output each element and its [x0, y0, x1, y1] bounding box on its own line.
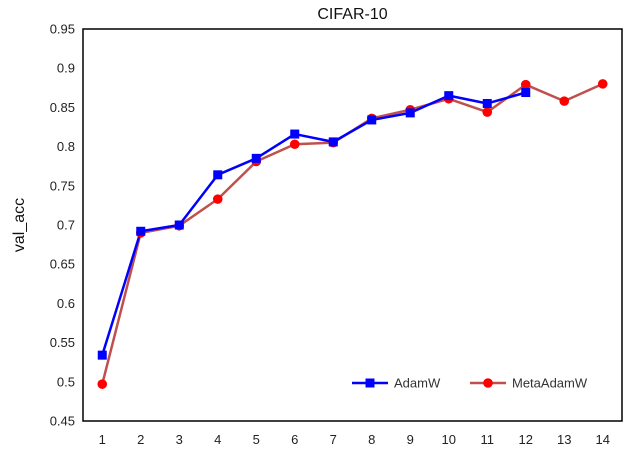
y-tick-label: 0.55 — [50, 335, 75, 350]
y-tick-label: 0.7 — [57, 218, 75, 233]
chart-title: CIFAR-10 — [317, 6, 387, 23]
data-point-adamw — [213, 170, 223, 180]
data-point-adamw — [174, 220, 184, 230]
legend-marker-adamw — [365, 378, 375, 388]
series-line-metaadamw — [101, 82, 604, 385]
x-tick-label: 3 — [176, 432, 183, 447]
y-tick-label: 0.9 — [57, 61, 75, 76]
y-tick-label: 0.6 — [57, 296, 75, 311]
data-point-adamw — [521, 88, 531, 98]
data-point-metaadamw — [212, 194, 223, 204]
data-point-metaadamw — [482, 107, 493, 117]
data-point-adamw — [444, 91, 454, 101]
data-point-adamw — [328, 137, 338, 147]
legend-label-adamw: AdamW — [394, 376, 441, 391]
data-point-metaadamw — [289, 139, 300, 150]
data-point-adamw — [482, 98, 492, 108]
data-point-adamw — [251, 153, 261, 163]
plot-area — [82, 28, 623, 422]
x-tick-label: 14 — [596, 432, 610, 447]
y-tick-label: 0.65 — [50, 257, 75, 272]
data-point-adamw — [136, 226, 146, 236]
data-point-adamw — [290, 129, 300, 139]
x-tick-label: 5 — [253, 432, 260, 447]
data-point-adamw — [97, 350, 107, 360]
data-point-adamw — [367, 115, 377, 125]
x-tick-label: 11 — [481, 432, 495, 447]
x-tick-label: 1 — [99, 432, 106, 447]
x-tick-label: 12 — [519, 432, 533, 447]
y-axis-title: val_acc — [11, 198, 28, 252]
y-tick-label: 0.5 — [57, 374, 75, 389]
x-tick-label: 10 — [442, 432, 456, 447]
data-point-adamw — [405, 108, 415, 118]
y-tick-label: 0.85 — [50, 100, 75, 115]
y-tick-label: 0.95 — [50, 22, 75, 37]
x-tick-label: 4 — [214, 432, 221, 447]
series-line-adamw — [101, 91, 527, 356]
data-point-metaadamw — [559, 96, 570, 106]
legend: AdamW MetaAdamW — [352, 376, 588, 391]
y-axis-ticks: 0.45 0.5 0.55 0.6 0.65 0.7 0.75 0.8 0.85 0.9 0.95 — [50, 22, 75, 429]
series-layer — [97, 79, 608, 389]
y-tick-label: 0.8 — [57, 139, 75, 154]
x-axis-ticks: 1 2 3 4 5 6 7 8 9 10 11 12 13 14 — [99, 432, 610, 447]
x-tick-label: 13 — [557, 432, 571, 447]
x-tick-label: 2 — [137, 432, 144, 447]
y-tick-label: 0.45 — [50, 414, 75, 429]
x-tick-label: 8 — [368, 432, 375, 447]
x-tick-label: 9 — [407, 432, 414, 447]
legend-label-metaadamw: MetaAdamW — [512, 376, 588, 391]
x-tick-label: 6 — [291, 432, 298, 447]
data-point-metaadamw — [97, 379, 108, 389]
data-point-metaadamw — [597, 79, 608, 89]
y-tick-label: 0.75 — [50, 178, 75, 193]
legend-marker-metaadamw — [483, 378, 493, 388]
data-point-metaadamw — [520, 79, 531, 90]
x-tick-label: 7 — [330, 432, 337, 447]
